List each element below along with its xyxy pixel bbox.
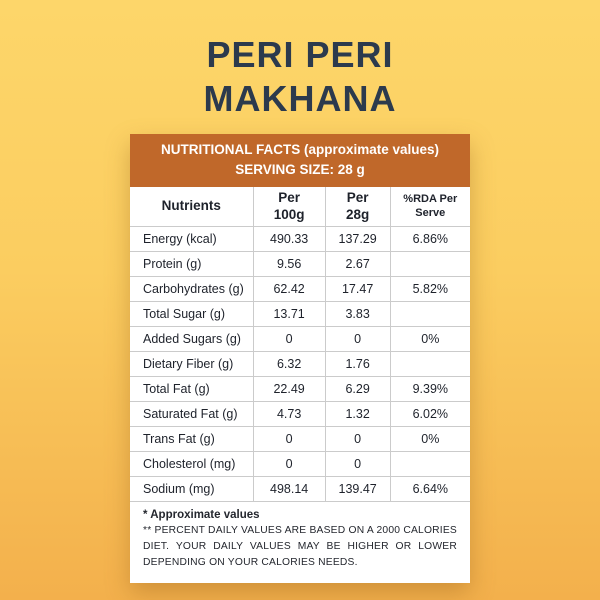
per-100g-cell: 0 <box>252 451 326 478</box>
column-header-nutrients: Nutrients <box>130 186 254 228</box>
rda-cell: 6.02% <box>389 401 470 428</box>
per-28g-cell: 139.47 <box>324 476 391 503</box>
table-row: Total Fat (g) 22.49 6.29 9.39% <box>130 376 470 403</box>
nutrient-name-cell: Added Sugars (g) <box>130 326 254 353</box>
per-28g-cell: 0 <box>324 326 391 353</box>
table-row: Protein (g) 9.56 2.67 <box>130 251 470 278</box>
per-100g-cell: 6.32 <box>252 351 326 378</box>
per-28g-cell: 1.76 <box>324 351 391 378</box>
per-28g-cell: 1.32 <box>324 401 391 428</box>
per-100g-cell: 9.56 <box>252 251 326 278</box>
product-title-line2: MAKHANA <box>203 77 397 119</box>
table-row: Total Sugar (g) 13.71 3.83 <box>130 301 470 328</box>
rda-cell <box>389 451 470 478</box>
nutrition-label-card: NUTRITIONAL FACTS (approximate values) S… <box>130 133 470 584</box>
label-header-title: NUTRITIONAL FACTS (approximate values) <box>160 141 440 157</box>
per-28g-cell: 3.83 <box>324 301 391 328</box>
nutrient-name-cell: Protein (g) <box>130 251 254 278</box>
per-28g-cell: 137.29 <box>324 226 391 253</box>
per-100g-cell: 13.71 <box>252 301 326 328</box>
per-100g-cell: 4.73 <box>252 401 326 428</box>
product-title-line1: PERI PERI <box>206 34 394 75</box>
nutrient-name-cell: Total Fat (g) <box>130 376 254 403</box>
rda-cell <box>389 351 470 378</box>
rda-cell: 6.86% <box>389 226 470 253</box>
nutrient-name-cell: Total Sugar (g) <box>130 301 254 328</box>
per-28g-cell: 0 <box>324 451 391 478</box>
label-header: NUTRITIONAL FACTS (approximate values) S… <box>130 133 470 187</box>
per-100g-cell: 22.49 <box>252 376 326 403</box>
rda-cell: 9.39% <box>389 376 470 403</box>
footnotes: * Approximate values ** PERCENT DAILY VA… <box>130 502 470 583</box>
nutrient-name-cell: Saturated Fat (g) <box>130 401 254 428</box>
table-row: Trans Fat (g) 0 0 0% <box>130 426 470 453</box>
table-header-row: Nutrients Per 100g Per 28g %RDA Per Serv… <box>130 186 470 228</box>
nutrient-name-cell: Cholesterol (mg) <box>130 451 254 478</box>
nutrient-name-cell: Energy (kcal) <box>130 226 254 253</box>
table-row: Cholesterol (mg) 0 0 <box>130 451 470 478</box>
label-serving-size: SERVING SIZE: 28 g <box>235 161 365 177</box>
rda-cell: 0% <box>389 426 470 453</box>
table-row: Energy (kcal) 490.33 137.29 6.86% <box>130 226 470 253</box>
column-header-per100g: Per 100g <box>252 186 326 228</box>
rda-cell: 6.64% <box>389 476 470 503</box>
rda-cell: 0% <box>389 326 470 353</box>
table-row: Sodium (mg) 498.14 139.47 6.64% <box>130 476 470 503</box>
per-100g-cell: 0 <box>252 326 326 353</box>
table-row: Dietary Fiber (g) 6.32 1.76 <box>130 351 470 378</box>
footnote-daily-values: ** PERCENT DAILY VALUES ARE BASED ON A 2… <box>143 525 457 568</box>
per-100g-cell: 0 <box>252 426 326 453</box>
nutrient-name-cell: Trans Fat (g) <box>130 426 254 453</box>
product-title: PERI PERI MAKHANA <box>0 33 600 121</box>
rda-cell <box>389 301 470 328</box>
nutrition-table: Nutrients Per 100g Per 28g %RDA Per Serv… <box>130 186 470 503</box>
per-100g-cell: 62.42 <box>252 276 326 303</box>
table-row: Added Sugars (g) 0 0 0% <box>130 326 470 353</box>
table-row: Carbohydrates (g) 62.42 17.47 5.82% <box>130 276 470 303</box>
rda-cell <box>389 251 470 278</box>
per-100g-cell: 490.33 <box>252 226 326 253</box>
footnote-approximate-values: * Approximate values <box>143 509 260 522</box>
column-header-per28g: Per 28g <box>324 186 391 228</box>
nutrient-name-cell: Sodium (mg) <box>130 476 254 503</box>
nutrient-name-cell: Carbohydrates (g) <box>130 276 254 303</box>
nutrient-name-cell: Dietary Fiber (g) <box>130 351 254 378</box>
table-row: Saturated Fat (g) 4.73 1.32 6.02% <box>130 401 470 428</box>
per-28g-cell: 6.29 <box>324 376 391 403</box>
per-28g-cell: 17.47 <box>324 276 391 303</box>
rda-cell: 5.82% <box>389 276 470 303</box>
per-28g-cell: 2.67 <box>324 251 391 278</box>
per-100g-cell: 498.14 <box>252 476 326 503</box>
per-28g-cell: 0 <box>324 426 391 453</box>
column-header-rda: %RDA Per Serve <box>389 186 470 228</box>
